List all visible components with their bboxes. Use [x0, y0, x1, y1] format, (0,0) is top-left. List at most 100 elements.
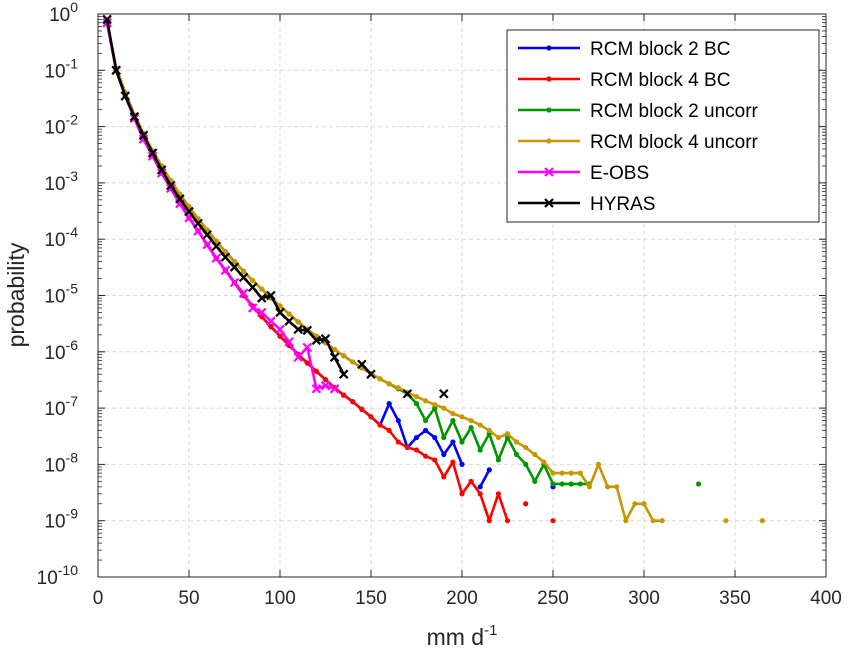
data-point: [302, 325, 313, 336]
data-point: [559, 470, 565, 476]
data-point: [332, 346, 338, 353]
y-tick-base: 10: [44, 230, 65, 251]
series-5: [102, 14, 449, 399]
data-point: [441, 434, 447, 441]
data-point: [395, 385, 401, 391]
data-point: [550, 470, 556, 476]
y-tick-base: 10: [44, 174, 65, 195]
y-tick-base: 10: [44, 118, 65, 139]
data-point: [329, 352, 340, 363]
y-tick-label: 10-6: [44, 337, 78, 364]
y-tick-exponent: -6: [66, 337, 79, 353]
data-point: [402, 388, 413, 399]
y-tick-exponent: -8: [66, 449, 79, 465]
data-point: [450, 417, 456, 424]
data-point: [202, 239, 212, 250]
data-point: [220, 265, 231, 276]
y-tick-label: 10-8: [44, 449, 78, 476]
data-point: [395, 417, 401, 424]
legend-marker: [544, 167, 554, 177]
legend-box: [506, 29, 820, 223]
data-point: [102, 14, 112, 25]
legend: RCM block 2 BC RCM block 4 BC RCM block 2 …: [506, 29, 820, 223]
data-point: [450, 439, 456, 445]
data-point: [247, 303, 258, 313]
data-point: [759, 518, 765, 524]
data-point: [313, 368, 319, 374]
data-point: [211, 241, 222, 252]
data-point: [250, 277, 256, 284]
data-point: [413, 447, 420, 453]
data-point: [368, 414, 374, 420]
data-point: [468, 417, 474, 424]
grid: [98, 14, 826, 577]
data-point: [650, 518, 656, 524]
data-point: [477, 484, 483, 490]
data-point: [605, 484, 611, 490]
legend-marker: [546, 138, 552, 144]
data-point: [377, 422, 383, 428]
legend-label: RCM block 4 BC: [590, 70, 730, 91]
x-axis-label-sup: -1: [484, 622, 497, 639]
legend-label: E-OBS: [590, 163, 649, 184]
legend-marker: [546, 107, 552, 113]
data-point: [423, 427, 429, 434]
data-point: [284, 337, 294, 347]
data-point: [532, 478, 538, 484]
data-point: [275, 307, 285, 318]
data-point: [338, 369, 349, 379]
y-tick-exponent: -9: [66, 506, 79, 522]
x-tick-label: 50: [178, 588, 199, 609]
series-layer: [102, 14, 765, 524]
data-point: [266, 316, 276, 326]
data-point: [357, 359, 367, 370]
data-point: [175, 194, 185, 204]
legend-marker: [546, 45, 552, 51]
data-point: [386, 427, 392, 434]
data-point: [359, 406, 365, 412]
data-point: [247, 282, 258, 293]
data-point: [322, 377, 329, 383]
data-point: [459, 491, 465, 497]
data-point: [504, 518, 511, 524]
data-point: [523, 444, 529, 451]
data-point: [595, 461, 602, 467]
y-tick-exponent: -5: [66, 281, 79, 297]
data-point: [514, 439, 520, 445]
y-tick-exponent: -1: [66, 55, 79, 71]
data-point: [423, 453, 429, 459]
data-point: [568, 470, 574, 476]
y-axis-label: probability: [3, 242, 29, 347]
x-tick-label: 200: [446, 588, 478, 609]
data-point: [486, 427, 492, 434]
data-point: [486, 467, 492, 473]
data-point: [468, 478, 474, 484]
data-point: [220, 252, 231, 262]
data-point: [659, 518, 665, 524]
data-point: [302, 342, 313, 353]
data-point: [641, 501, 647, 507]
legend-entry: RCM block 2 BC: [518, 39, 730, 60]
data-point: [550, 481, 556, 487]
data-point: [504, 431, 511, 437]
data-point: [259, 286, 265, 292]
data-point: [550, 518, 556, 524]
series-4: [102, 17, 340, 394]
data-point: [495, 491, 501, 497]
data-point: [386, 381, 392, 387]
data-point: [311, 384, 322, 394]
data-point: [341, 353, 347, 359]
y-tick-exponent: 0: [70, 0, 78, 15]
legend-items: RCM block 2 BC RCM block 4 BC RCM block 2 …: [518, 39, 759, 215]
data-point: [257, 293, 267, 303]
data-point: [441, 474, 447, 480]
data-point: [222, 249, 228, 255]
data-point: [238, 272, 249, 283]
legend-entry: RCM block 4 uncorr: [518, 132, 759, 153]
x-tick-label: 0: [93, 588, 104, 609]
y-tick-label: 10-5: [44, 281, 78, 308]
data-point: [614, 484, 620, 490]
data-point: [147, 148, 158, 158]
legend-entry: RCM block 4 BC: [518, 70, 730, 91]
data-point: [413, 401, 420, 407]
